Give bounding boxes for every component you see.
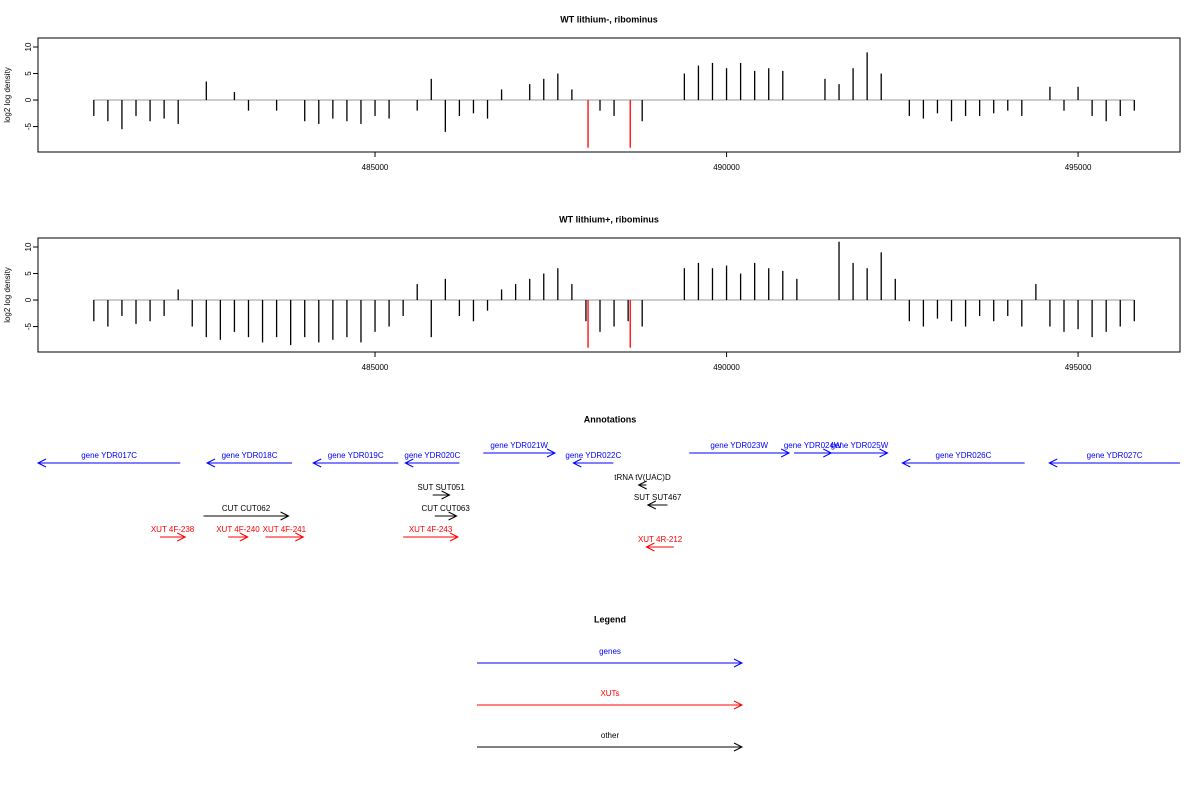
y-tick-label: 5 xyxy=(24,71,33,76)
feature-label: XUT 4F-240 xyxy=(216,525,260,534)
feature-arrow-head xyxy=(404,458,414,468)
x-tick-label: 490000 xyxy=(713,363,740,372)
feature-arrow-head xyxy=(239,532,249,542)
feature-arrow-head xyxy=(780,448,791,458)
feature-arrow-head xyxy=(637,480,647,490)
legend-label: XUTs xyxy=(600,689,619,698)
plot-box xyxy=(37,37,1181,153)
feature-label: gene YDR019C xyxy=(328,451,384,460)
chart-title: WT lithium+, ribominus xyxy=(559,214,659,224)
x-tick-label: 485000 xyxy=(362,163,389,172)
feature-label: XUT 4F-241 xyxy=(263,525,307,534)
feature-label: gene YDR018C xyxy=(222,451,278,460)
feature-arrow-head xyxy=(645,542,655,552)
legend-label: genes xyxy=(599,647,621,656)
feature-arrow-head xyxy=(312,458,322,468)
feature-label: SUT SUT467 xyxy=(634,493,682,502)
feature-arrow-head xyxy=(449,532,460,542)
chart-title: WT lithium-, ribominus xyxy=(560,14,658,24)
feature-arrow-head xyxy=(646,500,657,510)
annotations-title: Annotations xyxy=(584,414,637,424)
feature-arrow-head xyxy=(295,532,305,542)
legend-label: other xyxy=(601,731,620,740)
feature-label: gene YDR026C xyxy=(936,451,992,460)
x-tick-label: 495000 xyxy=(1065,363,1092,372)
plot-box xyxy=(37,237,1181,353)
feature-arrow-head xyxy=(441,490,451,500)
feature-arrow-head xyxy=(36,458,47,468)
feature-arrow-head xyxy=(546,448,557,458)
y-axis-label: log2 log density xyxy=(3,267,12,323)
feature-label: gene YDR017C xyxy=(81,451,137,460)
y-tick-label: 0 xyxy=(24,297,33,302)
y-tick-label: -5 xyxy=(24,122,33,130)
feature-label: XUT 4F-238 xyxy=(151,525,195,534)
x-tick-label: 495000 xyxy=(1065,163,1092,172)
feature-arrow-head xyxy=(280,511,290,521)
y-axis-label: log2 log density xyxy=(3,67,12,123)
feature-arrow-head xyxy=(1048,458,1058,468)
y-tick-label: 10 xyxy=(24,242,33,251)
legend-arrow-head xyxy=(733,742,744,752)
feature-arrow-head xyxy=(901,458,911,468)
feature-arrow-head xyxy=(572,458,582,468)
y-tick-label: 5 xyxy=(24,271,33,276)
feature-label: XUT 4R-212 xyxy=(638,535,683,544)
x-tick-label: 490000 xyxy=(713,163,740,172)
feature-label: gene YDR020C xyxy=(404,451,460,460)
feature-label: CUT CUT062 xyxy=(222,504,271,513)
x-tick-label: 485000 xyxy=(362,363,389,372)
feature-arrow-head xyxy=(448,511,458,521)
feature-arrow-head xyxy=(205,458,216,468)
feature-label: SUT SUT051 xyxy=(417,483,465,492)
feature-label: gene YDR025W xyxy=(831,441,889,450)
y-tick-label: -5 xyxy=(24,322,33,330)
feature-label: gene YDR021W xyxy=(490,441,548,450)
feature-label: gene YDR022C xyxy=(565,451,621,460)
legend-arrow-head xyxy=(733,658,744,668)
feature-label: XUT 4F-243 xyxy=(409,525,453,534)
y-tick-label: 0 xyxy=(24,97,33,102)
feature-arrow-head xyxy=(879,448,889,458)
legend-title: Legend xyxy=(594,614,626,624)
feature-label: gene YDR027C xyxy=(1087,451,1143,460)
legend-arrow-head xyxy=(733,700,744,710)
feature-label: gene YDR024W xyxy=(784,441,842,450)
feature-label: CUT CUT063 xyxy=(422,504,471,513)
feature-label: gene YDR023W xyxy=(710,441,768,450)
feature-arrow-head xyxy=(176,532,187,542)
y-tick-label: 10 xyxy=(24,42,33,51)
feature-label: tRNA tV(UAC)D xyxy=(614,473,671,482)
